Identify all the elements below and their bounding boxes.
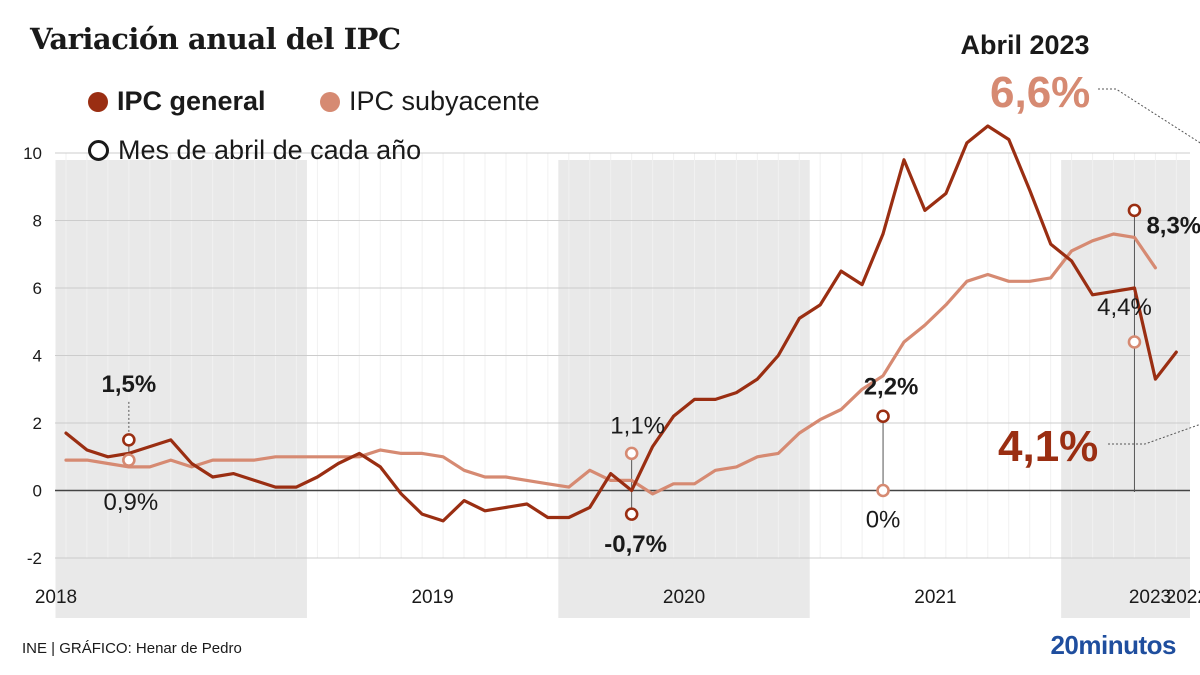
x-year-label: 2019 <box>411 587 453 608</box>
y-tick-label: -2 <box>27 549 42 568</box>
legend-label-april: Mes de abril de cada año <box>118 135 422 165</box>
legend-ring-icon <box>88 140 109 161</box>
april-marker-subyacente <box>876 483 890 498</box>
series-line-subyacente <box>64 232 1157 496</box>
y-tick-label: 8 <box>33 212 42 231</box>
data-label-general: 2,2% <box>864 373 919 400</box>
data-label-subyacente: 4,4% <box>1097 294 1152 321</box>
y-tick-label: 2 <box>33 414 42 433</box>
leader-line-general <box>1108 423 1200 445</box>
y-tick-label: 0 <box>33 482 42 501</box>
series-line-general <box>64 124 1178 523</box>
brand-logo: 20minutos <box>1050 630 1176 660</box>
x-year-label: 2023 <box>1129 587 1171 608</box>
year-band-2020 <box>558 160 810 618</box>
april-marker-subyacente <box>1127 335 1142 349</box>
legend-item-general: IPC general <box>88 86 266 117</box>
y-tick-label: 10 <box>23 144 42 163</box>
data-label-subyacente: 0,9% <box>103 489 158 516</box>
april-marker-subyacente <box>122 453 136 467</box>
x-year-label: 2021 <box>914 587 956 608</box>
highlight-subyacente-value: 6,6% <box>990 68 1091 117</box>
april-marker-general <box>122 433 136 447</box>
leader-line-subyacente <box>1098 88 1200 144</box>
april-marker-general <box>624 507 639 521</box>
source-credit: INE | GRÁFICO: Henar de Pedro <box>22 640 242 657</box>
data-label-general: -0,7% <box>604 531 667 558</box>
y-tick-label: 4 <box>33 347 42 366</box>
highlight-general-value: 4,1% <box>998 422 1099 471</box>
year-band-2018 <box>55 160 307 618</box>
legend-swatch-general <box>88 91 108 112</box>
april-marker-general <box>1127 203 1142 218</box>
x-year-label: 2018 <box>35 587 77 608</box>
legend-label-subyacente: IPC subyacente <box>349 86 540 116</box>
data-label-general: 1,5% <box>101 371 156 398</box>
chart-title: Variación anual del IPC <box>30 22 401 56</box>
x-year-label: 2020 <box>663 587 705 608</box>
april-marker-general <box>876 409 890 424</box>
legend-item-april: Mes de abril de cada año <box>88 135 421 166</box>
april-marker-subyacente <box>624 446 639 461</box>
data-label-subyacente: 0% <box>866 507 901 534</box>
highlight-title: Abril 2023 <box>960 30 1090 60</box>
legend-item-subyacente: IPC subyacente <box>320 86 540 117</box>
legend-swatch-subyacente <box>320 91 340 112</box>
y-tick-label: 6 <box>33 279 42 298</box>
data-label-subyacente: 1,1% <box>610 412 665 439</box>
legend-label-general: IPC general <box>117 86 266 116</box>
data-label-general: 8,3% <box>1146 212 1200 239</box>
